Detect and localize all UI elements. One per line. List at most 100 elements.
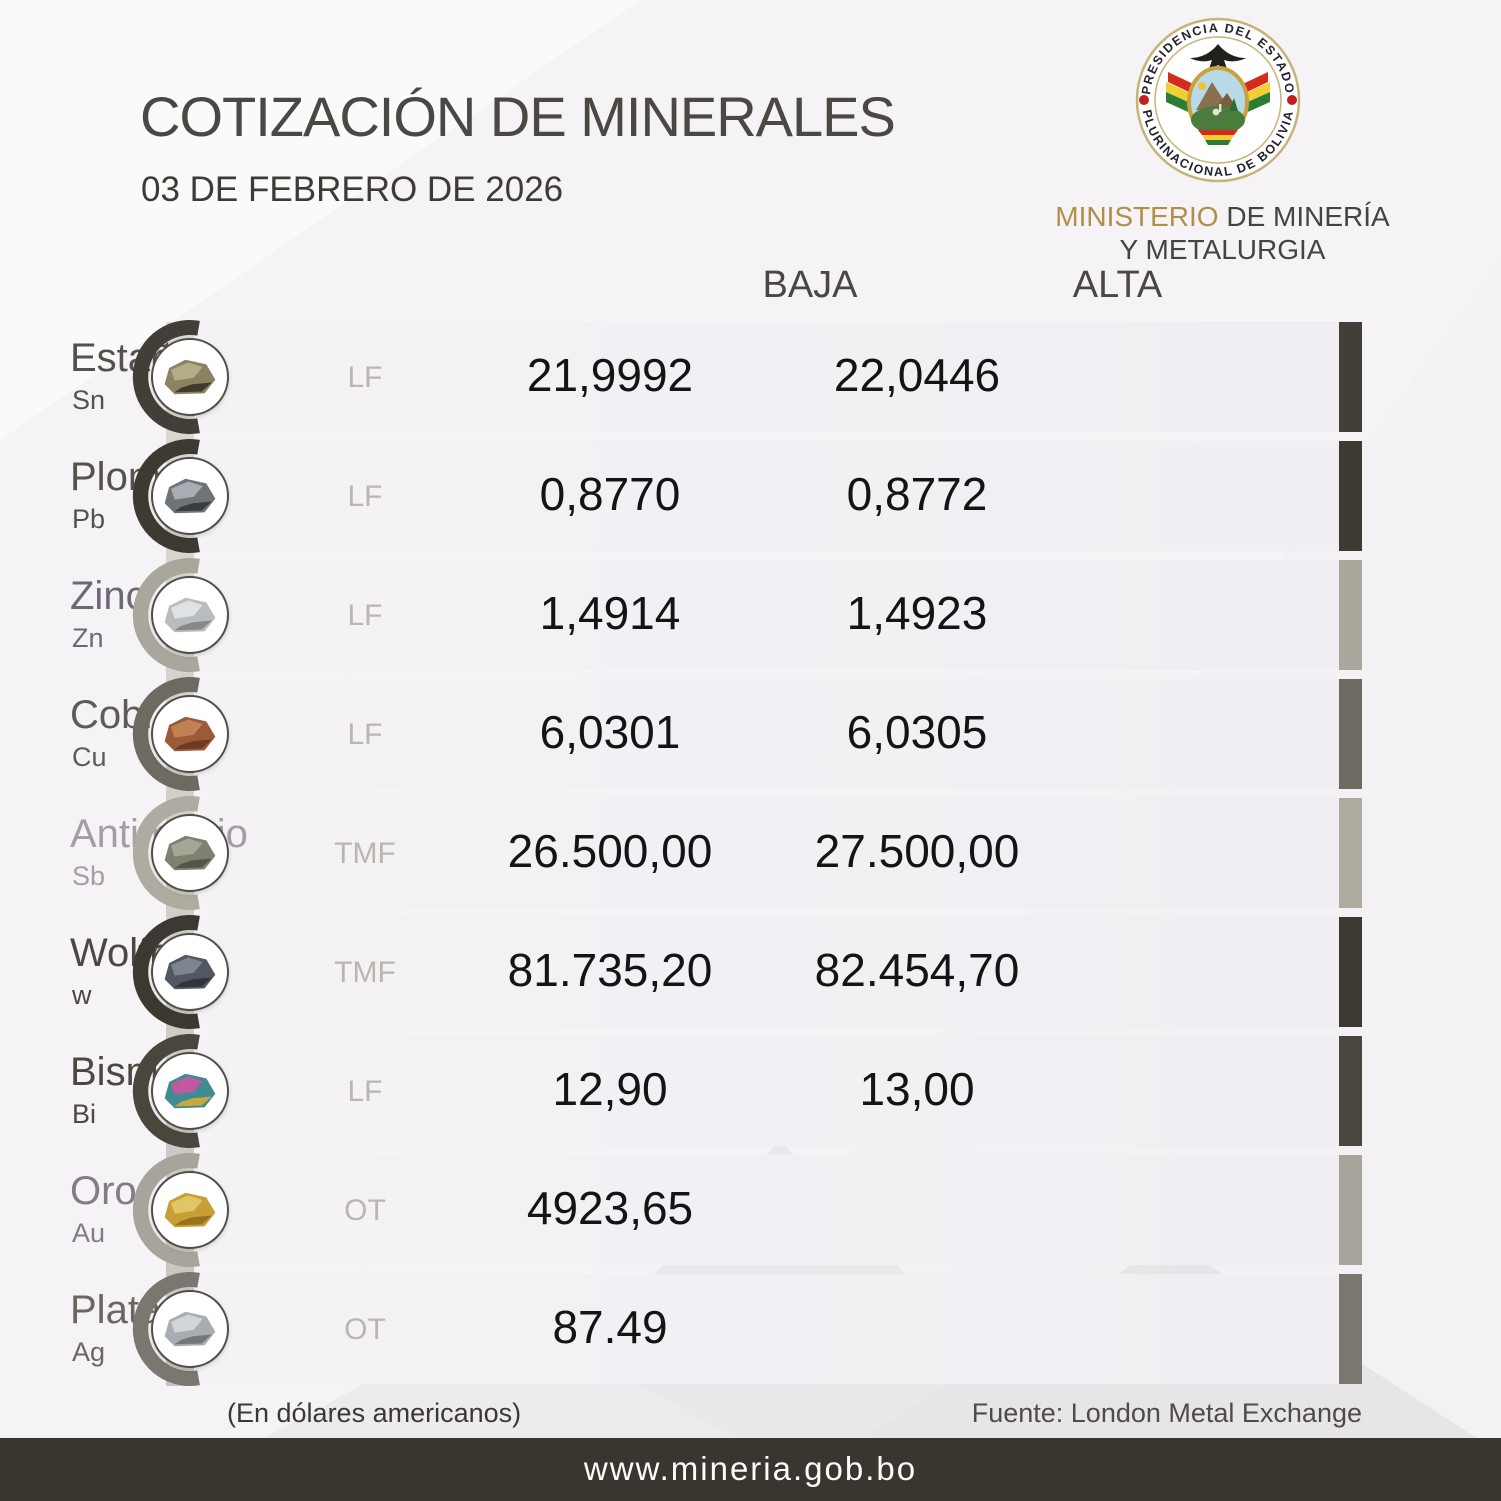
low-value: 81.735,20	[507, 944, 713, 996]
row-accent-bar	[1339, 441, 1362, 551]
high-value: 0,8772	[846, 468, 988, 520]
mineral-photo	[151, 1290, 229, 1368]
row-band	[204, 1274, 1339, 1384]
wolfram-rock-icon	[164, 954, 216, 990]
coat-of-arms-icon	[1166, 44, 1270, 145]
crescent-arc-decoration	[132, 439, 200, 553]
low-value: 6,0301	[539, 706, 681, 758]
low-value: 12,90	[552, 1063, 668, 1115]
mineral-symbol: Ag	[72, 1337, 106, 1367]
mineral-symbol: Sn	[72, 385, 106, 415]
mineral-photo	[151, 338, 229, 416]
unit-label: TMF	[334, 837, 396, 870]
mineral-row: Wolfram w TMF 81.735,20 82.454,70	[0, 915, 1501, 1029]
crescent-arc-decoration	[132, 796, 200, 910]
mineral-symbol: w	[72, 980, 92, 1010]
row-band	[204, 1036, 1339, 1146]
row-band	[204, 917, 1339, 1027]
mineral-row: Oro Au OT 4923,65	[0, 1153, 1501, 1267]
mineral-photo	[151, 576, 229, 654]
mineral-symbol: Cu	[72, 742, 107, 772]
column-header-baja: BAJA	[762, 264, 858, 306]
row-accent-bar	[1339, 560, 1362, 670]
estano-rock-icon	[164, 359, 216, 395]
row-accent-bar	[1339, 1036, 1362, 1146]
row-band	[204, 322, 1339, 432]
mineral-row: Antimonio Sb TMF 26.500,00 27.500,00	[0, 796, 1501, 910]
row-band	[204, 441, 1339, 551]
currency-note: (En dólares americanos)	[227, 1398, 522, 1428]
mineral-symbol: Bi	[72, 1099, 97, 1129]
high-value: 22,0446	[833, 349, 1001, 401]
mineral-photo	[151, 457, 229, 535]
high-value: 27.500,00	[814, 825, 1020, 877]
high-value: 1,4923	[846, 587, 988, 639]
unit-label: LF	[347, 361, 383, 394]
mineral-row: Cobre Cu LF 6,0301 6,0305	[0, 677, 1501, 791]
source-note: Fuente: London Metal Exchange	[971, 1398, 1362, 1428]
row-accent-bar	[1339, 679, 1362, 789]
mineral-row: Bismuto Bi LF 12,90 13,00	[0, 1034, 1501, 1148]
unit-label: OT	[344, 1313, 386, 1346]
row-band	[204, 679, 1339, 789]
mineral-symbol: Pb	[72, 504, 106, 534]
crescent-arc-decoration	[132, 915, 200, 1029]
unit-label: LF	[347, 1075, 383, 1108]
mineral-photo	[151, 695, 229, 773]
high-value: 13,00	[859, 1063, 975, 1115]
date-subtitle: 03 DE FEBRERO DE 2026	[141, 170, 564, 209]
crescent-arc-decoration	[132, 1153, 200, 1267]
row-accent-bar	[1339, 1274, 1362, 1384]
row-accent-bar	[1339, 798, 1362, 908]
mineral-symbol: Au	[72, 1218, 106, 1248]
website-url: www.mineria.gob.bo	[583, 1450, 918, 1487]
zinc-rock-icon	[164, 597, 216, 633]
low-value: 0,8770	[539, 468, 681, 520]
row-band	[204, 1155, 1339, 1265]
low-value: 1,4914	[539, 587, 681, 639]
low-value: 4923,65	[526, 1182, 694, 1234]
low-value: 87.49	[552, 1301, 668, 1353]
row-accent-bar	[1339, 322, 1362, 432]
bolivia-state-seal-icon: PRESIDENCIA DEL ESTADO PLURINACIONAL DE …	[1135, 17, 1301, 183]
low-value: 26.500,00	[507, 825, 713, 877]
ministry-name: MINISTERIO DE MINERÍA Y METALURGIA	[1050, 200, 1395, 266]
unit-label: LF	[347, 480, 383, 513]
cobre-rock-icon	[164, 716, 216, 752]
mineral-row: Zinc Zn LF 1,4914 1,4923	[0, 558, 1501, 672]
row-band	[204, 798, 1339, 908]
mineral-row: Plata Ag OT 87.49	[0, 1272, 1501, 1386]
unit-label: LF	[347, 599, 383, 632]
row-band	[204, 560, 1339, 670]
bismuto-rock-icon	[164, 1073, 216, 1109]
high-value: 82.454,70	[814, 944, 1020, 996]
ministry-rest: DE MINERÍA	[1218, 201, 1390, 232]
mineral-symbol: Sb	[72, 861, 106, 891]
mineral-photo	[151, 933, 229, 1011]
plomo-rock-icon	[164, 478, 216, 514]
bottom-bar: www.mineria.gob.bo	[0, 1438, 1501, 1501]
mineral-name: Oro	[70, 1169, 137, 1213]
mineral-row: Plomo Pb LF 0,8770 0,8772	[0, 439, 1501, 553]
mineral-photo	[151, 1171, 229, 1249]
column-header-alta: ALTA	[1072, 264, 1163, 306]
mineral-table: Estaño Sn LF 21,9992 22,0446 Plomo Pb LF…	[0, 320, 1501, 1393]
crescent-arc-decoration	[132, 677, 200, 791]
row-accent-bar	[1339, 917, 1362, 1027]
antimonio-rock-icon	[164, 835, 216, 871]
mineral-photo	[151, 814, 229, 892]
row-accent-bar	[1339, 1155, 1362, 1265]
crescent-arc-decoration	[132, 1034, 200, 1148]
low-value: 21,9992	[526, 349, 694, 401]
unit-label: LF	[347, 718, 383, 751]
plata-rock-icon	[164, 1311, 216, 1347]
ministry-line2: Y METALURGIA	[1119, 234, 1326, 265]
crescent-arc-decoration	[132, 558, 200, 672]
oro-rock-icon	[164, 1192, 216, 1228]
page-title: COTIZACIÓN DE MINERALES	[140, 85, 896, 148]
mineral-symbol: Zn	[72, 623, 104, 653]
unit-label: OT	[344, 1194, 386, 1227]
mineral-row: Estaño Sn LF 21,9992 22,0446	[0, 320, 1501, 434]
high-value: 6,0305	[846, 706, 988, 758]
ministry-accent-word: MINISTERIO	[1055, 201, 1219, 232]
